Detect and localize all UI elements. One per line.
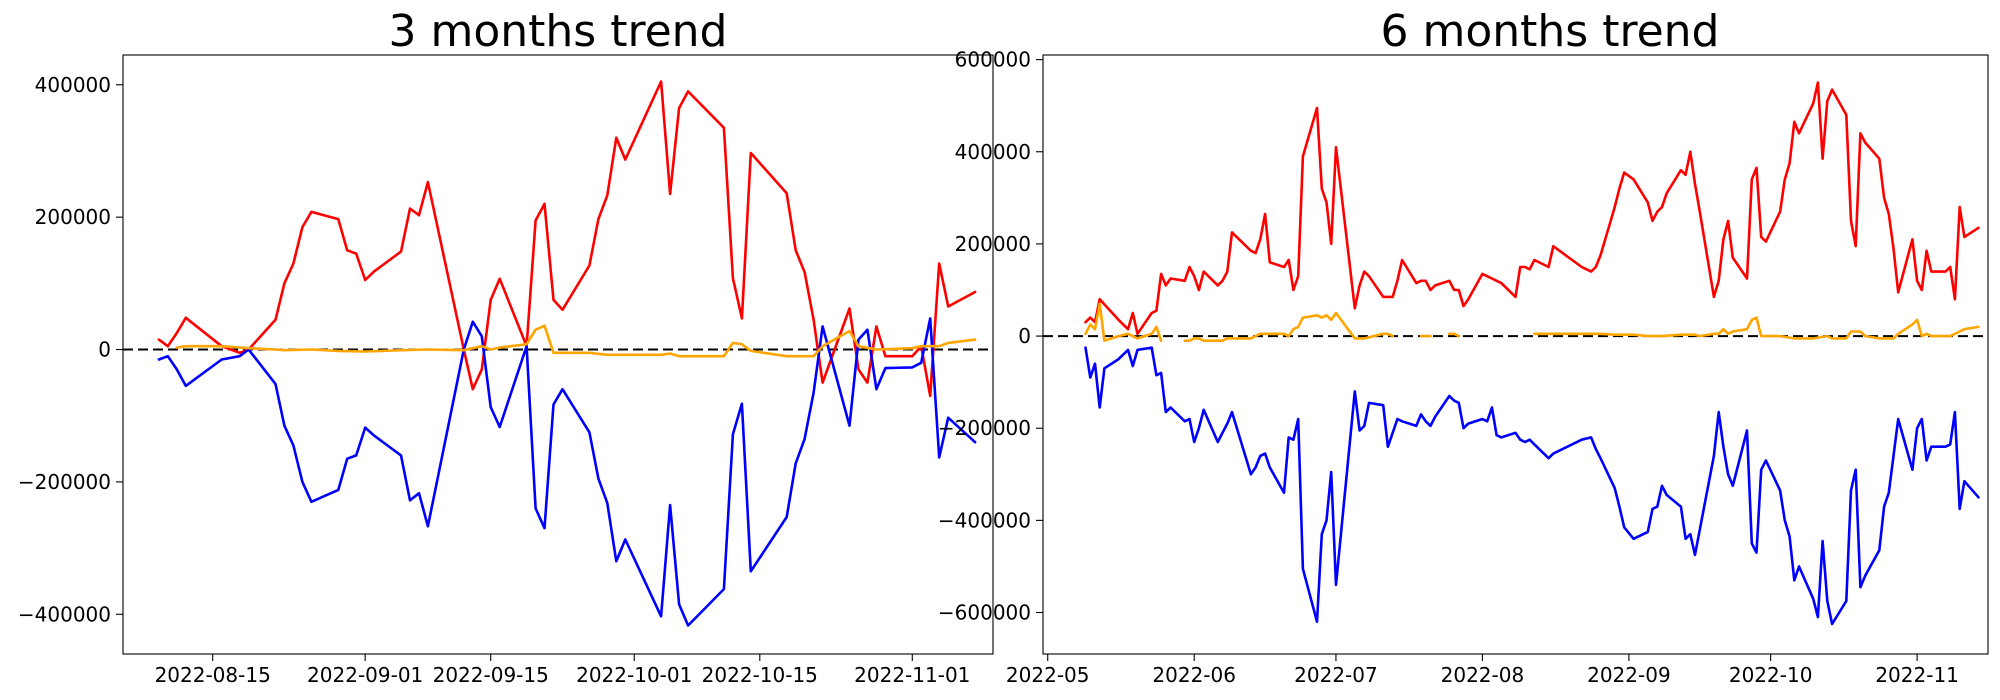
x-tick-label: 2022-09-01 (307, 663, 423, 687)
x-tick-label: 2022-05 (1006, 663, 1090, 687)
x-tick-label: 2022-09 (1587, 663, 1671, 687)
plot-area (1043, 81, 1988, 626)
plot-area (123, 80, 993, 627)
y-tick-label: −200000 (938, 416, 1031, 440)
y-tick-label: −400000 (938, 508, 1031, 532)
x-tick-label: 2022-06 (1152, 663, 1236, 687)
series-line-1 (157, 317, 977, 627)
x-tick-label: 2022-10-01 (576, 663, 692, 687)
y-tick-label: 400000 (955, 140, 1031, 164)
y-tick-label: −400000 (18, 602, 111, 626)
y-tick-label: −600000 (938, 601, 1031, 625)
chart-title: 6 months trend (1381, 6, 1720, 57)
y-tick-label: −200000 (18, 470, 111, 494)
axes-frame (1042, 54, 1989, 655)
axes-frame (122, 54, 994, 655)
series-line-0 (1084, 81, 1980, 336)
x-tick-label: 2022-10-15 (702, 663, 818, 687)
y-tick-label: 200000 (35, 205, 111, 229)
x-tick-label: 2022-10 (1729, 663, 1813, 687)
x-tick-label: 2022-09-15 (433, 663, 549, 687)
series-line-2 (1084, 302, 1980, 342)
series-line-0 (157, 80, 977, 398)
chart-3-months: 3 months trend −400000 −200000 0 200000 4000… (18, 6, 994, 687)
x-tick-label: 2022-11 (1875, 663, 1959, 687)
y-tick-label: 0 (1018, 324, 1031, 348)
chart-6-months: 6 months trend −600000 −400000 −200000 0 200… (938, 6, 1989, 687)
x-tick-label: 2022-08-15 (155, 663, 271, 687)
x-tick-label: 2022-07 (1294, 663, 1378, 687)
x-tick-label: 2022-11-01 (854, 663, 970, 687)
chart-title: 3 months trend (389, 6, 728, 57)
y-tick-label: 400000 (35, 73, 111, 97)
y-tick-label: 0 (98, 338, 111, 362)
y-tick-label: 200000 (955, 232, 1031, 256)
x-tick-label: 2022-08 (1441, 663, 1525, 687)
series-line-2 (175, 324, 977, 358)
y-tick-label: 600000 (955, 48, 1031, 72)
series-line-1 (1084, 346, 1980, 626)
